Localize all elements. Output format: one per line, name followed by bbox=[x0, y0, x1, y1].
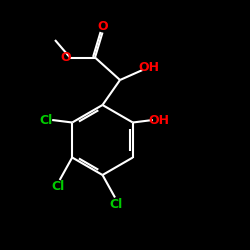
Text: Cl: Cl bbox=[110, 198, 123, 211]
Text: Cl: Cl bbox=[52, 180, 65, 194]
Text: O: O bbox=[61, 51, 71, 64]
Text: OH: OH bbox=[148, 114, 170, 126]
Text: Cl: Cl bbox=[40, 114, 53, 126]
Text: O: O bbox=[97, 20, 108, 34]
Text: OH: OH bbox=[138, 62, 159, 74]
